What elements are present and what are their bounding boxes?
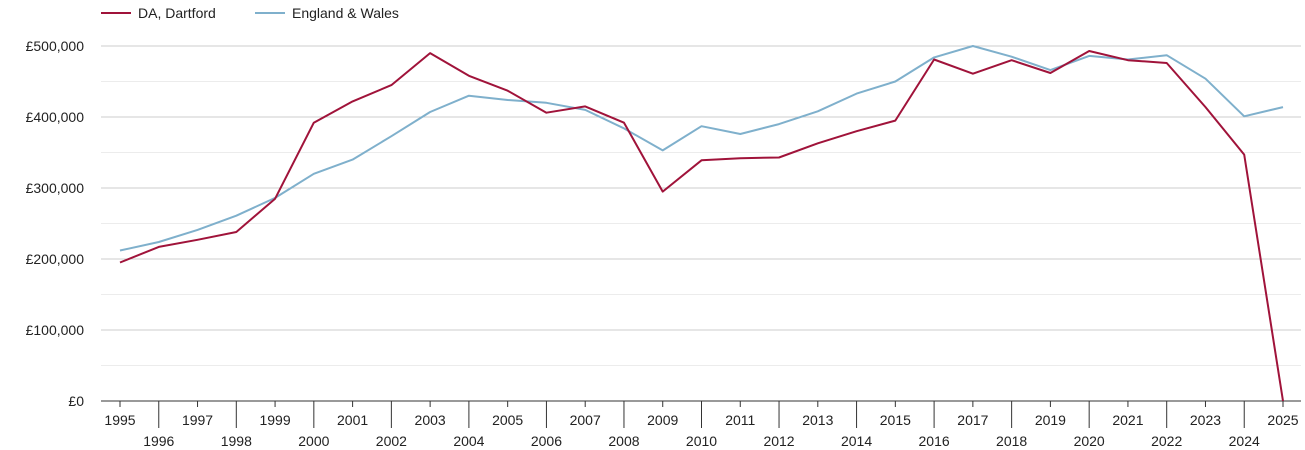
x-tick-label: 1995 <box>104 412 135 428</box>
series-line-da-dartford <box>119 50 1284 402</box>
x-tick-label: 2004 <box>453 433 484 449</box>
legend-label-england-wales: England & Wales <box>292 5 399 21</box>
x-tick-label: 2002 <box>376 433 407 449</box>
x-tick-label: 2019 <box>1035 412 1066 428</box>
x-tick-label: 2009 <box>647 412 678 428</box>
x-tick-label: 2023 <box>1190 412 1221 428</box>
y-tick-label: £100,000 <box>26 322 85 338</box>
gridlines <box>101 45 1301 366</box>
y-tick-label: £300,000 <box>26 180 85 196</box>
x-tick-label: 2011 <box>725 412 755 428</box>
x-tick-label: 2005 <box>492 412 523 428</box>
x-tick-label: 2017 <box>957 412 988 428</box>
x-tick-label: 2006 <box>531 433 562 449</box>
y-tick-label: £0 <box>68 393 84 409</box>
x-tick-label: 2022 <box>1151 433 1182 449</box>
x-tick-label: 2000 <box>298 433 329 449</box>
series-line-england-wales <box>119 45 1284 252</box>
x-tick-label: 2007 <box>570 412 601 428</box>
x-tick-label: 2013 <box>802 412 833 428</box>
y-tick-label: £500,000 <box>26 38 85 54</box>
x-tick-label: 2012 <box>763 433 794 449</box>
x-tick-label: 2021 <box>1112 412 1143 428</box>
y-tick-label: £400,000 <box>26 109 85 125</box>
y-tick-label: £200,000 <box>26 251 85 267</box>
legend: DA, Dartford England & Wales <box>101 5 399 21</box>
x-tick-label: 2010 <box>686 433 717 449</box>
x-tick-label: 1999 <box>259 412 290 428</box>
x-tick-label: 2018 <box>996 433 1027 449</box>
legend-label-da-dartford: DA, Dartford <box>138 5 216 21</box>
x-tick-label: 2025 <box>1267 412 1298 428</box>
x-tick-label: 2015 <box>880 412 911 428</box>
x-tick-label: 1997 <box>182 412 213 428</box>
x-tick-label: 2008 <box>608 433 639 449</box>
x-tick-label: 2001 <box>337 412 368 428</box>
x-tick-label: 2020 <box>1074 433 1105 449</box>
x-tick-label: 1998 <box>221 433 252 449</box>
x-tick-label: 2016 <box>919 433 950 449</box>
x-tick-label: 2014 <box>841 433 872 449</box>
x-tick-label: 2003 <box>415 412 446 428</box>
x-axis: 1995 1996 1997 1998 1999 2000 2001 2002 2003 2004… <box>101 400 1301 449</box>
x-tick-label: 1996 <box>143 433 174 449</box>
y-axis-tick-labels: £0 £100,000 £200,000 £300,000 £400,000 £500,0… <box>26 38 85 409</box>
x-tick-label: 2024 <box>1229 433 1260 449</box>
series-lines <box>119 45 1284 402</box>
